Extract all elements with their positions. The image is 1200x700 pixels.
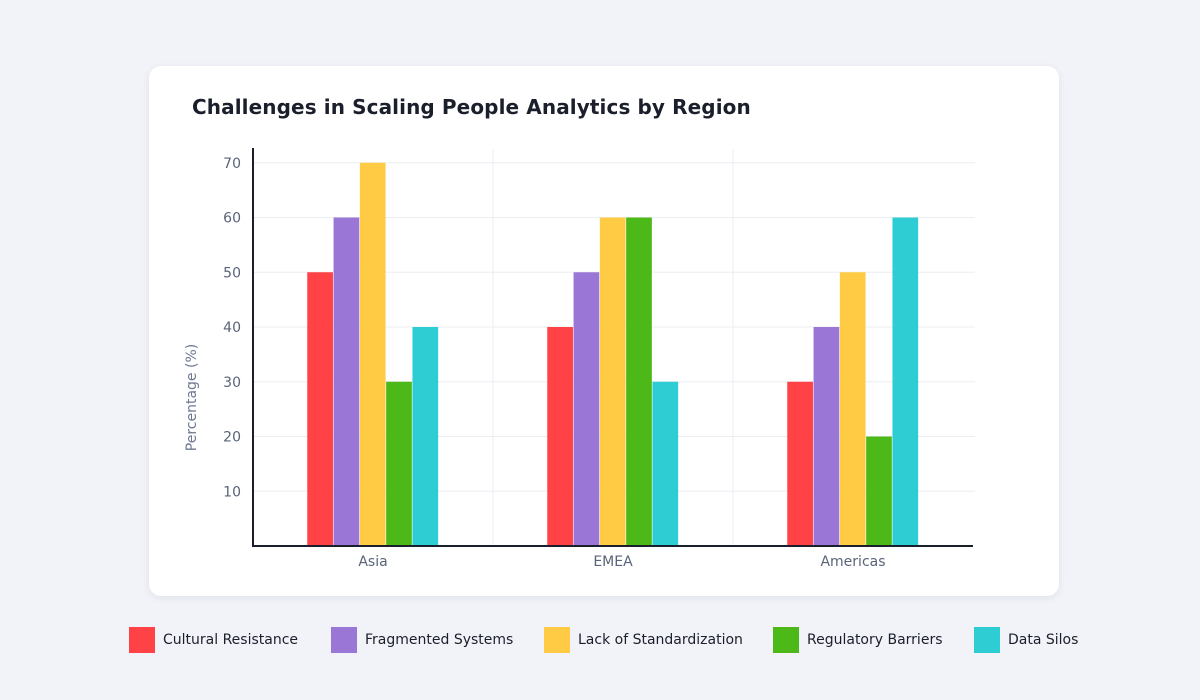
bar-emea-lack-of-standardization [599, 217, 626, 546]
legend-swatch [331, 627, 357, 653]
legend-label: Cultural Resistance [163, 632, 299, 648]
bar-emea-fragmented-systems [573, 272, 600, 546]
bar-asia-regulatory-barriers [386, 381, 412, 546]
legend-label: Regulatory Barriers [807, 632, 943, 648]
y-tick-label: 50 [223, 265, 241, 281]
bar-americas-lack-of-standardization [839, 272, 866, 546]
legend-swatch [974, 627, 1000, 653]
bar-emea-cultural-resistance [547, 327, 573, 546]
bar-asia-data-silos [412, 327, 439, 546]
legend-swatch [544, 627, 570, 653]
legend-item-fragmented-systems[interactable]: Fragmented Systems [331, 626, 513, 654]
y-tick-label: 70 [223, 156, 241, 172]
bar-asia-lack-of-standardization [359, 162, 386, 546]
y-axis-title: Percentage (%) [184, 344, 200, 451]
bar-americas-fragmented-systems [813, 327, 840, 546]
legend-swatch [773, 627, 799, 653]
x-category-label: Americas [820, 554, 885, 570]
bar-asia-cultural-resistance [307, 272, 333, 546]
x-category-label: Asia [358, 554, 387, 570]
bar-asia-fragmented-systems [333, 217, 360, 546]
legend-item-cultural-resistance[interactable]: Cultural Resistance [129, 626, 298, 654]
legend-swatch [129, 627, 155, 653]
chart-card: Challenges in Scaling People Analytics b… [149, 66, 1059, 596]
bar-chart: 10 20 30 40 50 60 70 Asia EMEA Americas Percentage… [184, 148, 975, 570]
bar-americas-cultural-resistance [787, 381, 813, 546]
legend-label: Data Silos [1008, 632, 1079, 648]
y-tick-label: 40 [223, 320, 241, 336]
x-category-label: EMEA [593, 554, 633, 570]
y-tick-label: 20 [223, 430, 241, 446]
legend-item-lack-of-standardization[interactable]: Lack of Standardization [544, 626, 743, 654]
legend-item-regulatory-barriers[interactable]: Regulatory Barriers [773, 626, 943, 654]
y-tick-label: 10 [223, 484, 241, 500]
y-tick-label: 30 [223, 375, 241, 391]
bar-americas-data-silos [892, 217, 919, 546]
legend-item-data-silos[interactable]: Data Silos [974, 626, 1078, 654]
y-tick-label: 60 [223, 211, 241, 227]
legend-label: Fragmented Systems [365, 632, 514, 648]
bar-emea-data-silos [652, 381, 679, 546]
legend-label: Lack of Standardization [578, 632, 743, 648]
chart-title: Challenges in Scaling People Analytics b… [192, 95, 751, 119]
chart-legend: Cultural Resistance Fragmented Systems L… [0, 626, 1200, 654]
bar-americas-regulatory-barriers [866, 436, 892, 546]
bar-emea-regulatory-barriers [626, 217, 652, 546]
